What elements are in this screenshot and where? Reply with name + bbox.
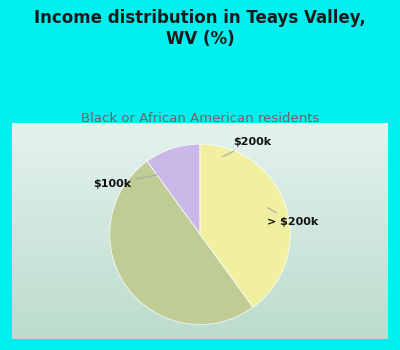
Wedge shape	[147, 144, 200, 234]
Text: Income distribution in Teays Valley,
WV (%): Income distribution in Teays Valley, WV …	[34, 9, 366, 48]
Text: $200k: $200k	[222, 137, 271, 157]
Wedge shape	[110, 161, 253, 324]
Text: $100k: $100k	[93, 175, 157, 189]
Text: Black or African American residents: Black or African American residents	[81, 112, 319, 125]
Text: > $200k: > $200k	[266, 208, 318, 227]
Wedge shape	[200, 144, 290, 307]
